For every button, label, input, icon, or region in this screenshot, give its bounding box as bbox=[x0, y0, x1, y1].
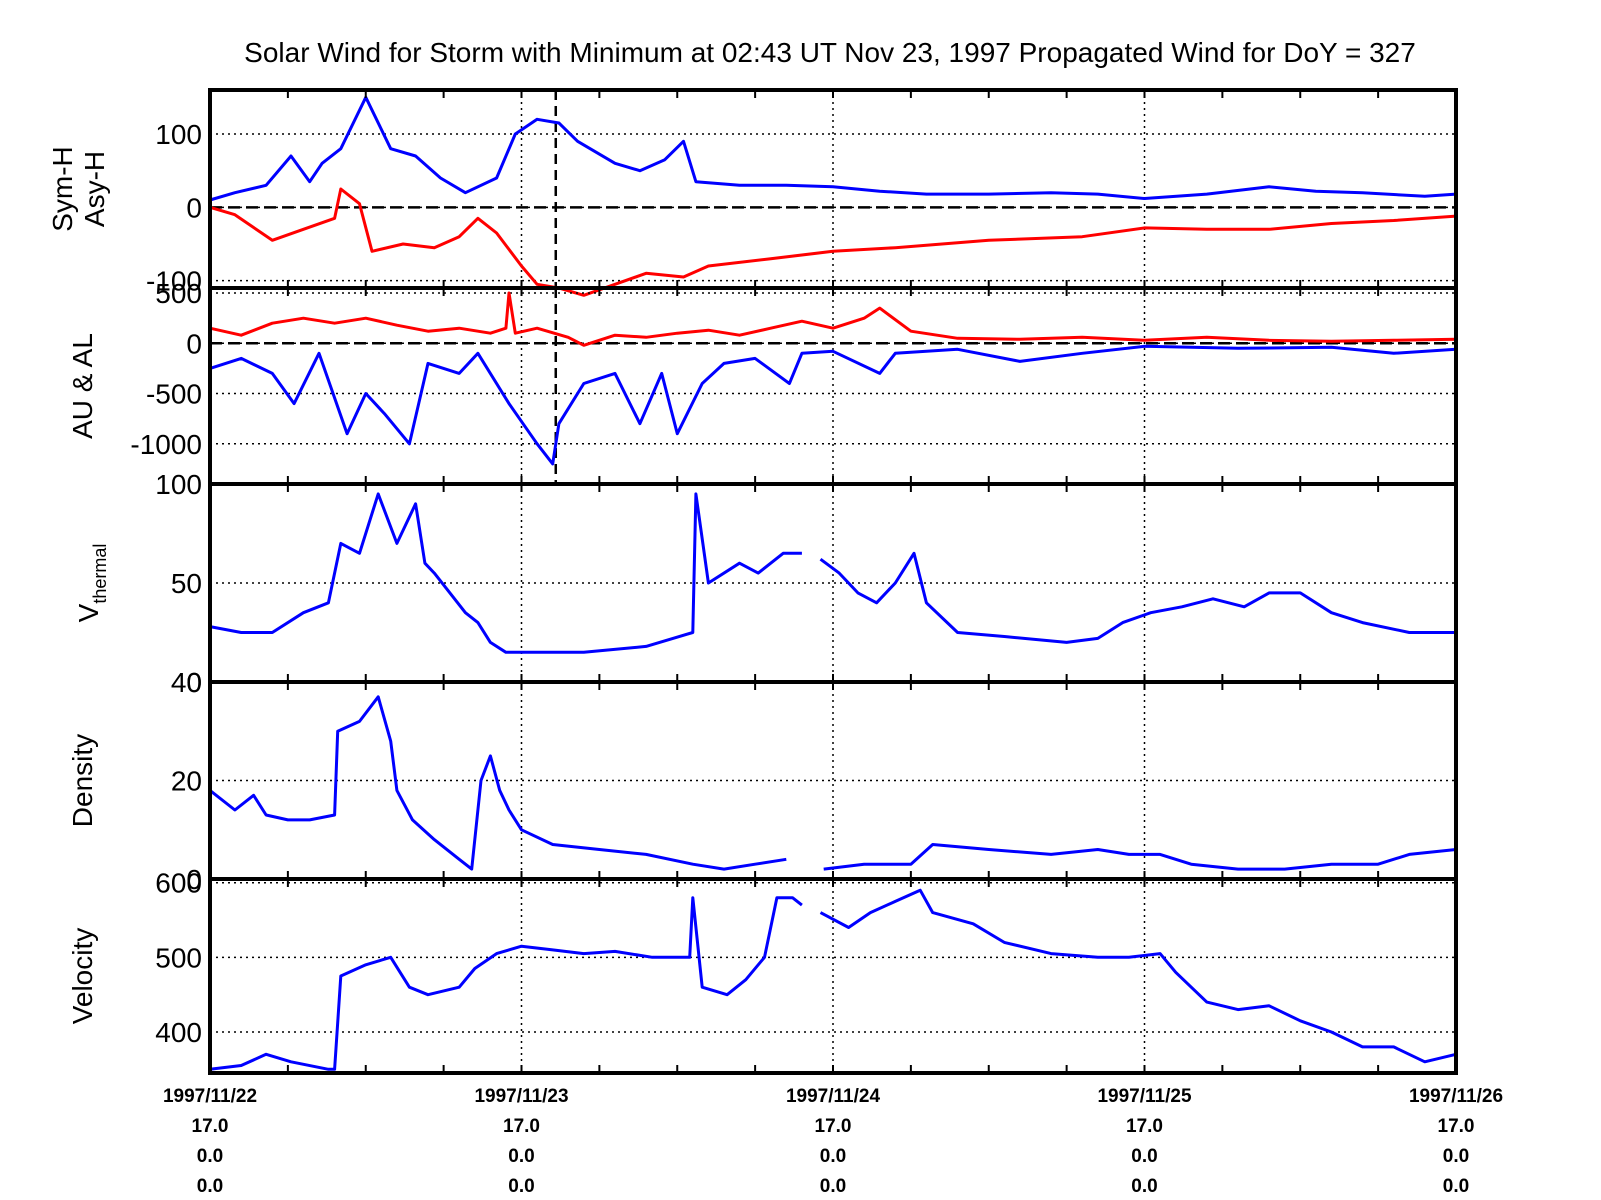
panel-1: 100 0 -100 Sym-HAsy-H bbox=[47, 88, 1458, 297]
y-tick-label: 40 bbox=[171, 667, 202, 698]
y-axis-label: Vthermal bbox=[73, 544, 110, 623]
x-tick-label: 0.0 bbox=[1443, 1176, 1469, 1197]
y-tick-label: 0 bbox=[186, 328, 202, 359]
y-axis-label-main: V bbox=[73, 603, 104, 622]
x-tick-label: 17.0 bbox=[1126, 1116, 1163, 1137]
y-axis-label-subscript: thermal bbox=[90, 544, 110, 604]
panel-3: 100 50 0 Vthermal bbox=[73, 469, 1458, 698]
panel-4: 40 20 0 Density bbox=[67, 667, 1458, 895]
y-axis-label: AU & AL bbox=[67, 333, 98, 439]
x-tick-label: 0.0 bbox=[1131, 1146, 1157, 1167]
x-tick-label: 17.0 bbox=[192, 1116, 229, 1137]
x-tick-label: 0.0 bbox=[1443, 1146, 1469, 1167]
series-line-2 bbox=[819, 888, 1457, 1064]
x-tick-label: 0.0 bbox=[197, 1176, 223, 1197]
y-tick-label: 100 bbox=[155, 469, 202, 500]
x-tick-label: 0.0 bbox=[820, 1176, 846, 1197]
series-line-2 bbox=[819, 551, 1456, 644]
panel-5: 600 500 400 Velocity bbox=[67, 868, 1458, 1075]
x-tick-label: 17.0 bbox=[1438, 1116, 1475, 1137]
x-tick-label: 1997/11/26 bbox=[1409, 1086, 1503, 1107]
y-tick-label: 500 bbox=[155, 278, 202, 309]
y-axis-label-line: Sym-H bbox=[47, 146, 78, 232]
y-tick-label: -100 bbox=[146, 266, 202, 297]
series-line-1 bbox=[209, 492, 802, 654]
x-axis-tick-labels: 1997/11/22 17.0 0.0 0.0 1997/11/23 17.0 0.0 0.0… bbox=[163, 1086, 1503, 1197]
series-line-2 bbox=[823, 843, 1457, 871]
y-tick-label: 500 bbox=[155, 942, 202, 973]
series-line-2 bbox=[209, 344, 1457, 466]
y-axis-label-line: Asy-H bbox=[79, 151, 110, 227]
y-tick-label: 600 bbox=[155, 868, 202, 899]
x-tick-label: 0.0 bbox=[508, 1176, 534, 1197]
series-line-2 bbox=[209, 187, 1457, 297]
x-tick-label: 0.0 bbox=[820, 1146, 846, 1167]
y-tick-label: 20 bbox=[171, 766, 202, 797]
y-tick-label: 400 bbox=[155, 1017, 202, 1048]
panel-2: 500 0 -500 -1000 AU & AL bbox=[67, 278, 1458, 486]
x-tick-label: 0.0 bbox=[197, 1146, 223, 1167]
x-tick-label: 17.0 bbox=[815, 1116, 852, 1137]
x-tick-label: 1997/11/22 bbox=[163, 1086, 257, 1107]
y-axis-label: Density bbox=[67, 734, 98, 827]
series-line-1 bbox=[209, 695, 787, 871]
x-tick-label: 0.0 bbox=[1131, 1176, 1157, 1197]
y-tick-label: 50 bbox=[171, 568, 202, 599]
y-tick-label: 100 bbox=[155, 119, 202, 150]
x-tick-label: 1997/11/23 bbox=[474, 1086, 568, 1107]
y-tick-label: -500 bbox=[146, 379, 202, 410]
x-tick-label: 17.0 bbox=[503, 1116, 540, 1137]
series-line-1 bbox=[209, 896, 803, 1071]
x-tick-label: 1997/11/25 bbox=[1097, 1086, 1191, 1107]
series-line-1 bbox=[209, 291, 1457, 347]
y-tick-label: -1000 bbox=[130, 429, 202, 460]
y-tick-label: 0 bbox=[186, 864, 202, 895]
y-tick-label: 0 bbox=[186, 192, 202, 223]
chart-title: Solar Wind for Storm with Minimum at 02:… bbox=[244, 37, 1416, 68]
y-axis-label: Sym-HAsy-H bbox=[47, 146, 110, 232]
series-line-1 bbox=[209, 95, 1457, 202]
y-axis-label: Velocity bbox=[67, 928, 98, 1025]
y-tick-label: 0 bbox=[186, 667, 202, 698]
x-tick-label: 1997/11/24 bbox=[786, 1086, 880, 1107]
x-tick-label: 0.0 bbox=[508, 1146, 534, 1167]
